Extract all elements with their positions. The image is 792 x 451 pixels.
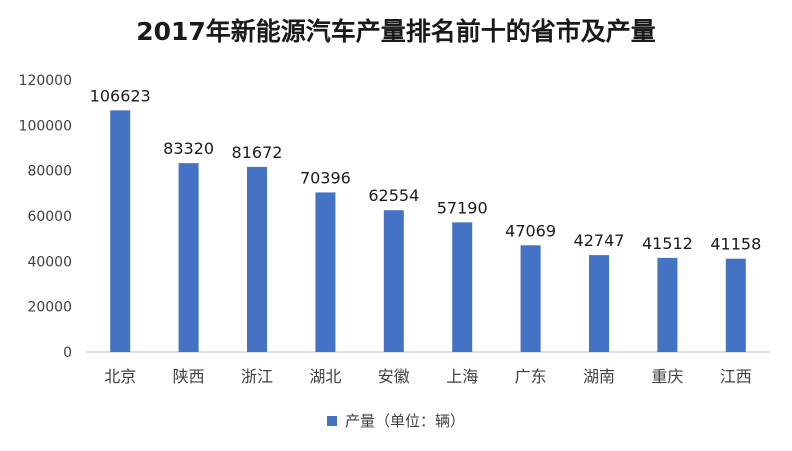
chart-title: 2017年新能源汽车产量排名前十的省市及产量 bbox=[136, 17, 656, 46]
x-tick-label: 陕西 bbox=[173, 367, 205, 386]
bar bbox=[178, 163, 199, 352]
bar bbox=[520, 245, 541, 352]
data-label: 41512 bbox=[642, 234, 693, 253]
legend: 产量（单位：辆） bbox=[0, 410, 792, 431]
y-tick-label: 20000 bbox=[27, 300, 72, 316]
legend-swatch bbox=[326, 415, 337, 426]
bar bbox=[657, 257, 678, 352]
bar bbox=[452, 222, 473, 352]
bar bbox=[247, 166, 267, 352]
y-tick-label: 80000 bbox=[27, 164, 72, 180]
bar bbox=[383, 210, 404, 352]
y-tick-label: 120000 bbox=[19, 73, 72, 89]
bar bbox=[110, 110, 131, 352]
data-label: 70396 bbox=[300, 168, 351, 187]
x-tick-label: 江西 bbox=[720, 367, 752, 386]
x-tick-label: 北京 bbox=[104, 367, 136, 386]
x-tick-label: 湖南 bbox=[583, 367, 615, 386]
bar bbox=[315, 192, 336, 352]
data-label: 42747 bbox=[574, 231, 625, 250]
x-tick-label: 上海 bbox=[446, 367, 478, 386]
data-label: 62554 bbox=[368, 186, 419, 205]
y-tick-label: 60000 bbox=[27, 209, 72, 225]
x-tick-label: 浙江 bbox=[241, 367, 273, 386]
data-label: 41158 bbox=[710, 235, 761, 254]
data-label: 106623 bbox=[90, 86, 151, 105]
x-tick-label: 重庆 bbox=[651, 367, 683, 386]
y-tick-label: 100000 bbox=[19, 118, 72, 134]
data-label: 47069 bbox=[505, 221, 556, 240]
bar bbox=[725, 258, 746, 352]
data-label: 83320 bbox=[163, 139, 214, 158]
legend-label: 产量（单位：辆） bbox=[344, 412, 465, 430]
bar bbox=[589, 255, 609, 352]
data-label: 81672 bbox=[232, 143, 283, 162]
x-tick-label: 安徽 bbox=[378, 367, 410, 386]
y-tick-label: 0 bbox=[63, 345, 72, 361]
y-tick-label: 40000 bbox=[27, 254, 72, 270]
data-label: 57190 bbox=[437, 198, 488, 217]
x-tick-label: 湖北 bbox=[309, 367, 341, 386]
x-tick-label: 广东 bbox=[515, 367, 547, 386]
